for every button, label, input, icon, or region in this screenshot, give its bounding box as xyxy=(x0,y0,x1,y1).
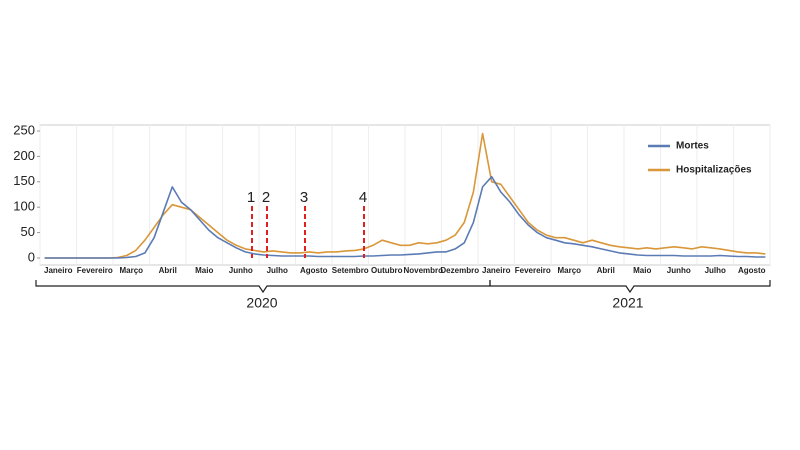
x-tick-label: Setembro xyxy=(332,266,369,275)
event-marker-label: 4 xyxy=(359,189,367,206)
x-tick-label: Outubro xyxy=(371,266,403,275)
event-marker-label: 3 xyxy=(300,189,308,206)
x-tick-label: Fevereiro xyxy=(515,266,551,275)
series-line xyxy=(44,132,766,259)
y-tick-label: 250 xyxy=(13,122,35,137)
x-tick-label: Março xyxy=(557,266,581,275)
x-tick-label: Fevereiro xyxy=(77,266,113,275)
event-marker-label: 2 xyxy=(262,189,270,206)
x-tick-label: Março xyxy=(119,266,143,275)
y-tick-label: 0 xyxy=(28,249,35,264)
y-tick-label: 50 xyxy=(21,224,35,239)
x-tick-label: Dezembro xyxy=(440,266,479,275)
x-tick-label: Janeiro xyxy=(482,266,511,275)
x-tick-label: Maio xyxy=(633,266,651,275)
legend-label: Hospitalizações xyxy=(676,165,752,176)
x-tick-label: Julho xyxy=(705,266,726,275)
x-tick-label: Novembro xyxy=(403,266,443,275)
x-tick-label: Abril xyxy=(597,266,615,275)
year-label: 2021 xyxy=(612,295,643,311)
x-tick-label: Maio xyxy=(195,266,213,275)
y-tick-label: 100 xyxy=(13,199,35,214)
event-marker-label: 1 xyxy=(247,189,255,206)
x-tick-label: Abril xyxy=(159,266,177,275)
x-tick-label: Junho xyxy=(667,266,691,275)
x-tick-label: Janeiro xyxy=(44,266,73,275)
x-tick-label: Junho xyxy=(229,266,253,275)
year-brace xyxy=(35,280,491,294)
x-tick-label: Julho xyxy=(267,266,288,275)
x-tick-label: Agosto xyxy=(300,266,328,275)
y-tick-label: 150 xyxy=(13,173,35,188)
y-tick-label: 200 xyxy=(13,148,35,163)
year-brace xyxy=(489,280,771,294)
series-line xyxy=(44,175,766,259)
year-label: 2020 xyxy=(246,295,277,311)
x-tick-label: Agosto xyxy=(738,266,766,275)
legend-label: Mortes xyxy=(676,141,709,152)
